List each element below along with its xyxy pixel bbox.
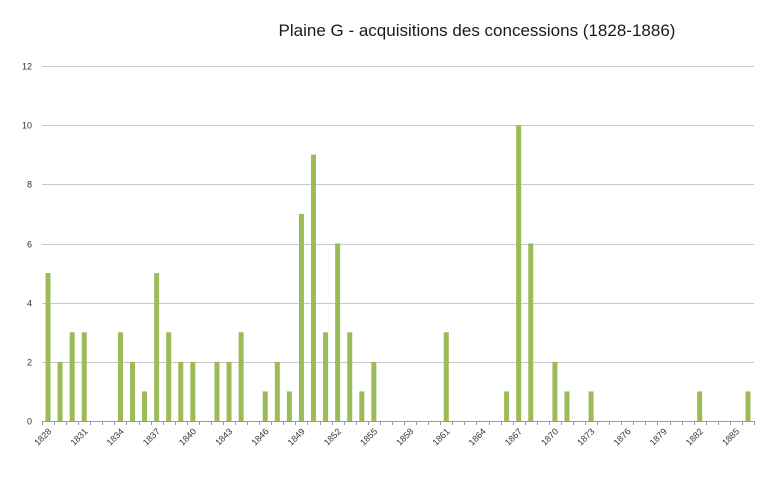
x-tick-label: 1855 — [358, 426, 379, 447]
bar-1840 — [190, 361, 196, 421]
bar-1834 — [117, 332, 123, 421]
bars — [45, 125, 751, 422]
x-axis-tick-labels: 1828 1831 1834 1837 1840 1843 1846 1849 1852 1855… — [32, 426, 741, 447]
y-axis-tick-labels: 0 2 4 6 8 10 12 — [22, 62, 32, 427]
bar-1847 — [274, 361, 280, 421]
y-tick-label: 10 — [22, 121, 32, 131]
x-tick-label: 1840 — [177, 426, 198, 447]
bar-1886 — [745, 391, 751, 421]
bar-1842 — [214, 361, 220, 421]
x-tick-label: 1861 — [430, 426, 451, 447]
y-tick-label: 6 — [27, 240, 32, 250]
bar-1866 — [504, 391, 510, 421]
bar-1849 — [298, 213, 304, 421]
x-tick-label: 1849 — [286, 426, 307, 447]
x-tick-label: 1867 — [503, 426, 524, 447]
x-axis — [42, 421, 755, 425]
x-tick-label: 1873 — [575, 426, 596, 447]
bar-1838 — [166, 332, 172, 421]
chart-title: Plaine G - acquisitions des concessions … — [279, 21, 676, 40]
y-tick-label: 12 — [22, 62, 32, 72]
bar-1844 — [238, 332, 244, 421]
x-tick-label: 1858 — [394, 426, 415, 447]
gridlines — [42, 66, 754, 363]
x-tick-label: 1876 — [611, 426, 632, 447]
x-tick-label: 1837 — [141, 426, 162, 447]
bar-1853 — [347, 332, 353, 421]
bar-1836 — [142, 391, 148, 421]
bar-1839 — [178, 361, 184, 421]
bar-1829 — [57, 361, 63, 421]
x-tick-label: 1846 — [249, 426, 270, 447]
x-tick-label: 1870 — [539, 426, 560, 447]
x-tick-label: 1828 — [32, 426, 53, 447]
bar-1871 — [564, 391, 570, 421]
bar-1850 — [311, 154, 317, 421]
bar-1882 — [697, 391, 703, 421]
bar-1846 — [262, 391, 268, 421]
y-tick-label: 4 — [27, 299, 32, 309]
y-tick-label: 0 — [27, 417, 32, 427]
x-tick-label: 1831 — [68, 426, 89, 447]
bar-1848 — [286, 391, 292, 421]
x-tick-label: 1843 — [213, 426, 234, 447]
x-tick-label: 1879 — [648, 426, 669, 447]
bar-1837 — [154, 273, 160, 421]
bar-1861 — [443, 332, 449, 421]
bar-1828 — [45, 273, 51, 421]
x-tick-label: 1864 — [467, 426, 488, 447]
x-tick-label: 1885 — [720, 426, 741, 447]
bar-1835 — [130, 361, 136, 421]
bar-1873 — [588, 391, 594, 421]
bar-1843 — [226, 361, 232, 421]
bar-1830 — [69, 332, 75, 421]
bar-1855 — [371, 361, 377, 421]
bar-1868 — [528, 243, 534, 421]
x-tick-label: 1834 — [105, 426, 126, 447]
bar-1831 — [81, 332, 87, 421]
x-tick-label: 1852 — [322, 426, 343, 447]
bar-1852 — [335, 243, 341, 421]
x-tick-label: 1882 — [684, 426, 705, 447]
bar-1867 — [516, 125, 522, 422]
bar-1851 — [323, 332, 329, 421]
y-tick-label: 2 — [27, 358, 32, 368]
bar-1870 — [552, 361, 558, 421]
y-tick-label: 8 — [27, 180, 32, 190]
bar-1854 — [359, 391, 365, 421]
